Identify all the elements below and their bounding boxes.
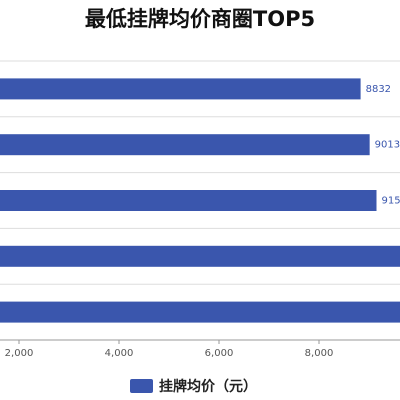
bar bbox=[0, 78, 361, 100]
legend-label: 挂牌均价（元） bbox=[159, 378, 257, 395]
x-tick-label: 2,000 bbox=[5, 348, 34, 359]
x-tick-label: 4,000 bbox=[105, 348, 134, 359]
chart-title: 最低挂牌均价商圈TOP5 bbox=[85, 7, 315, 31]
bar bbox=[0, 190, 377, 211]
x-tick-label: 8,000 bbox=[305, 348, 334, 359]
bar bbox=[0, 134, 370, 156]
x-tick-label: 6,000 bbox=[205, 348, 234, 359]
value-label: 9013 bbox=[375, 140, 400, 151]
value-label: 8832 bbox=[366, 84, 391, 95]
bar bbox=[0, 301, 400, 323]
value-label: 9150 bbox=[382, 196, 400, 207]
legend-swatch bbox=[130, 379, 153, 393]
bar bbox=[0, 245, 400, 267]
